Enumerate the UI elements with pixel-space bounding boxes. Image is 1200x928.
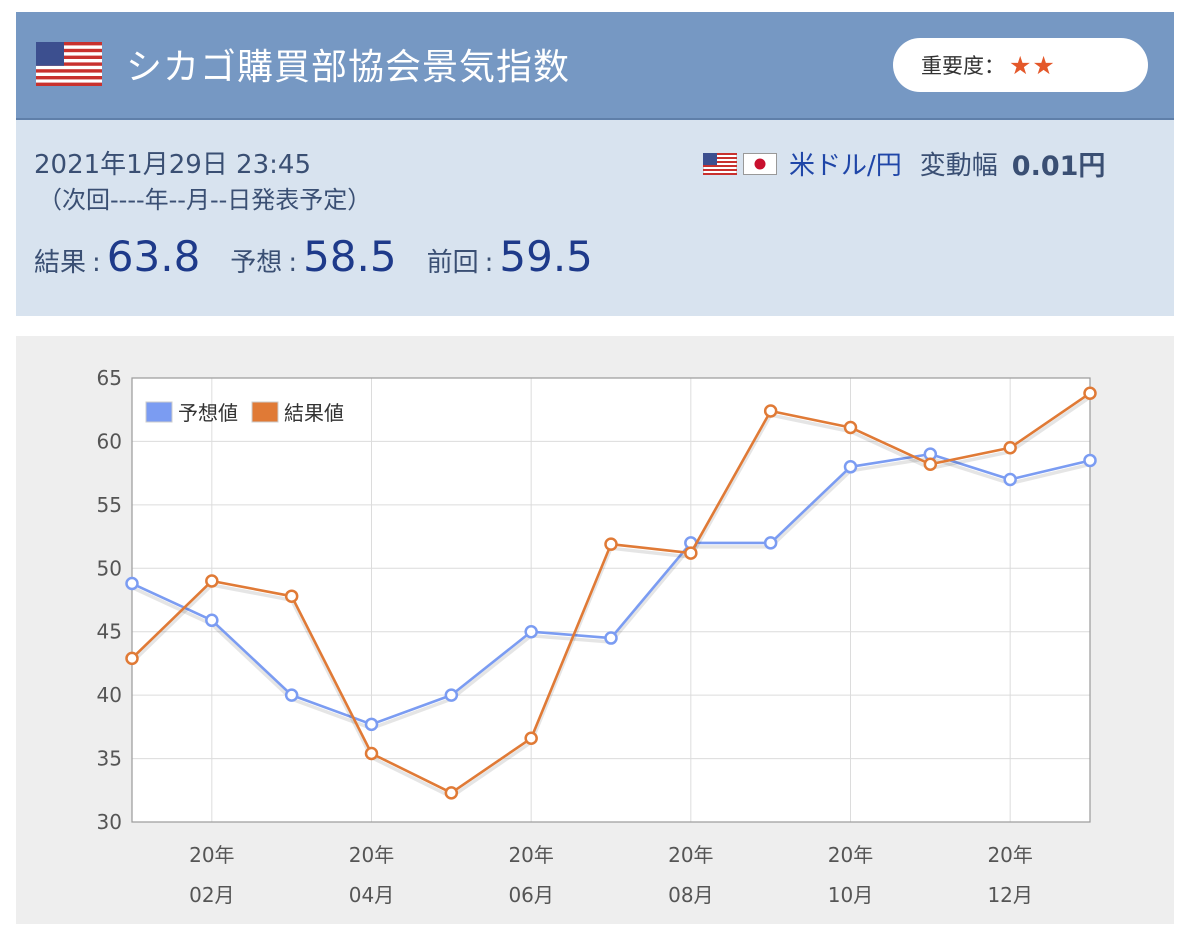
forecast-colon: : (288, 248, 298, 278)
next-release-note: （次回----年--月--日発表予定） (38, 186, 372, 214)
plot-border (131, 377, 1091, 823)
y-tick-label: 30 (97, 810, 122, 834)
series-2-point (364, 746, 379, 761)
series-1-point (125, 576, 139, 591)
series-2-point (923, 457, 938, 472)
y-tick-label: 40 (97, 683, 122, 707)
x-tick-label-year: 20年 (189, 843, 234, 867)
importance-label: 重要度： (921, 54, 1005, 78)
us-flag-icon (36, 42, 102, 86)
y-tick-label: 60 (97, 429, 122, 453)
x-tick-label-month: 06月 (508, 883, 553, 907)
forecast-value: 58.5 (303, 232, 397, 281)
series-1-point (1003, 472, 1017, 487)
series-1-point (284, 688, 299, 702)
y-tick-label: 65 (97, 366, 122, 390)
x-tick-label-month: 02月 (189, 883, 234, 907)
importance-stars: ★★ (1009, 50, 1056, 80)
page-title: シカゴ購買部協会景気指数 (126, 47, 571, 88)
y-tick-label: 35 (97, 747, 122, 771)
chart-panel: 30 35 40 45 50 55 60 65 20年 02月 20年 04月 20年 06月 20年 08月… (16, 336, 1174, 924)
series-2-point (524, 731, 538, 746)
series-1-point (604, 631, 618, 645)
range-value: 0.01円 (1011, 151, 1106, 182)
series-2-point (684, 546, 698, 560)
series-2-point (125, 651, 139, 666)
series-2-point (843, 420, 858, 435)
series-2-point (604, 537, 618, 551)
x-tick-label-year: 20年 (349, 843, 394, 867)
previous-colon: : (484, 248, 494, 278)
x-tick-label-year: 20年 (987, 843, 1032, 867)
stats-row: 結果 : 63.8 予想 : 58.5 前回 : 59.5 (34, 232, 623, 281)
legend-label-2: 結果値 (284, 401, 344, 425)
japan-flag-icon (743, 152, 777, 175)
series-2-point (205, 574, 219, 588)
plot-area (132, 378, 1090, 822)
series-1-point (1083, 453, 1097, 468)
release-datetime: 2021年1月29日 23:45 (34, 150, 311, 180)
x-tick-label-month: 04月 (349, 883, 394, 907)
us-flag-icon (703, 152, 737, 175)
result-label: 結果 (34, 248, 87, 278)
y-tick-label: 45 (97, 620, 122, 644)
legend-swatch-2 (251, 401, 279, 423)
x-tick-label-year: 20年 (668, 843, 713, 867)
x-tick-label-year: 20年 (508, 843, 553, 867)
legend-label-1: 予想値 (178, 401, 238, 425)
x-tick-label-year: 20年 (828, 843, 873, 867)
series-2-point (1003, 441, 1017, 455)
x-tick-label-month: 08月 (668, 883, 713, 907)
previous-label: 前回 (426, 248, 479, 278)
series-1-point (524, 624, 538, 639)
previous-value: 59.5 (499, 232, 593, 281)
result-value: 63.8 (106, 232, 201, 281)
series-2-point (763, 404, 778, 418)
y-tick-label: 50 (97, 556, 122, 580)
series-1-point (444, 688, 459, 702)
legend-swatch-1 (145, 401, 173, 423)
range-label: 変動幅 (919, 151, 998, 181)
series-1-point (364, 717, 379, 732)
importance-badge: 重要度： ★★ (893, 38, 1148, 92)
result-colon: : (92, 248, 101, 278)
x-tick-label-month: 10月 (828, 883, 873, 907)
series-1-point (205, 613, 219, 628)
series-1-point (763, 536, 778, 550)
y-tick-label: 55 (97, 493, 122, 517)
header-bar: シカゴ購買部協会景気指数 重要度： ★★ (16, 12, 1174, 120)
indicator-info-panel: 2021年1月29日 23:45 （次回----年--月--日発表予定） 米ドル… (16, 120, 1174, 316)
currency-pair-link[interactable]: 米ドル/円 (789, 151, 902, 181)
series-2-point (1083, 386, 1097, 400)
x-tick-label-month: 12月 (987, 883, 1032, 907)
currency-pair-row: 米ドル/円 変動幅 0.01円 (703, 144, 1105, 183)
series-2-point (444, 786, 459, 800)
series-2-point (284, 589, 299, 603)
forecast-label: 予想 (230, 248, 283, 278)
line-chart: 30 35 40 45 50 55 60 65 20年 02月 20年 04月 20年 06月 20年 08月… (97, 366, 1097, 907)
series-1-point (843, 460, 858, 474)
